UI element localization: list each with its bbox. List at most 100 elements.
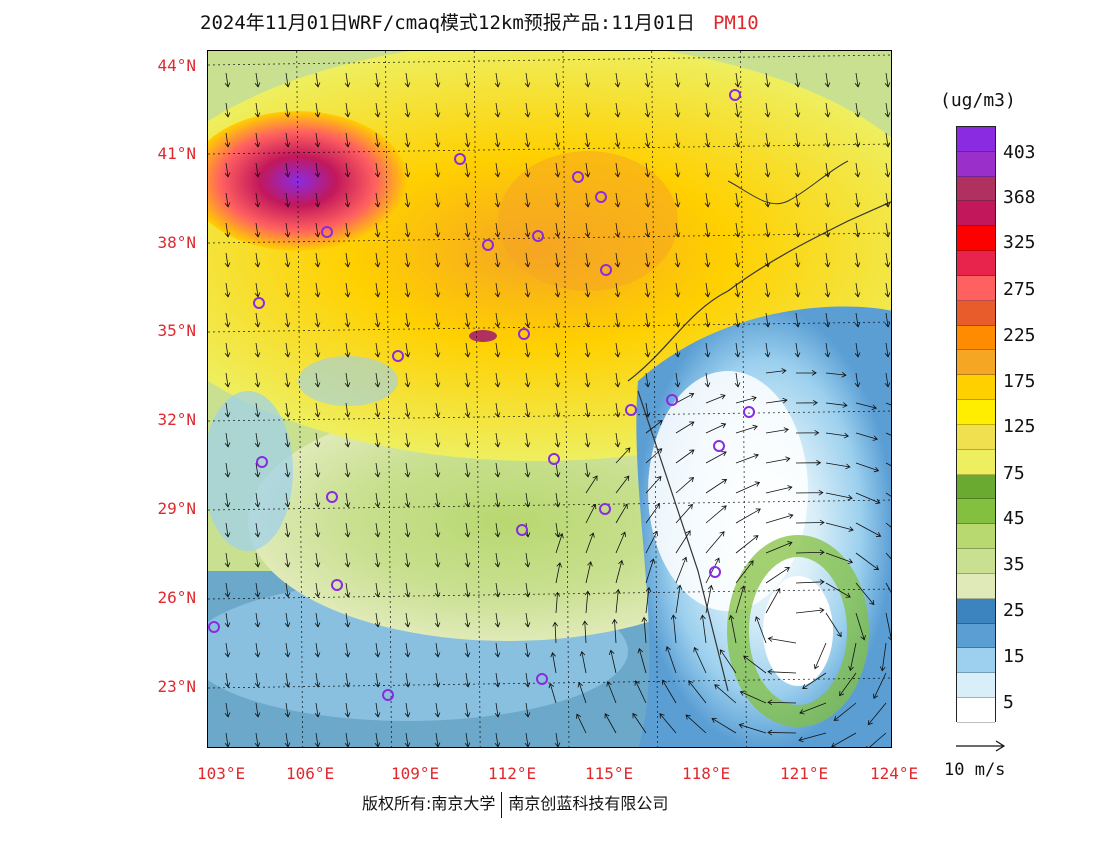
wind-arrow	[314, 462, 321, 478]
meridian-line	[562, 51, 570, 747]
wind-arrow	[714, 684, 737, 704]
wind-arrow	[374, 642, 381, 658]
wind-arrow	[735, 481, 761, 494]
wind-arrow	[254, 672, 261, 688]
wind-arrow	[584, 372, 591, 388]
wind-arrow	[494, 162, 501, 178]
lat-label: 44°N	[157, 56, 196, 75]
wind-arrow	[254, 612, 261, 628]
wind-arrow	[344, 222, 351, 238]
wind-arrow	[284, 612, 291, 628]
wind-arrow	[344, 162, 351, 178]
wind-arrow	[464, 192, 471, 208]
wind-arrow	[825, 522, 854, 532]
wind-arrow	[524, 402, 531, 418]
wind-arrow	[735, 560, 754, 584]
wind-arrow	[224, 312, 231, 328]
wind-arrow	[765, 397, 788, 404]
wind-arrow	[344, 132, 351, 148]
wind-arrow	[675, 503, 693, 524]
wind-arrow	[554, 462, 561, 478]
wind-arrow	[765, 485, 793, 494]
wind-arrow	[494, 102, 501, 118]
wind-arrow	[344, 492, 351, 508]
wind-arrow	[795, 400, 818, 406]
wind-arrow	[585, 561, 593, 584]
wind-arrow	[314, 492, 321, 508]
wind-arrow	[765, 513, 794, 524]
legend-level-label: 15	[1003, 646, 1025, 667]
wind-arrow	[314, 522, 321, 538]
wind-arrow	[884, 222, 891, 238]
wind-arrow	[314, 282, 321, 298]
wind-arrow	[224, 732, 231, 747]
wind-arrow	[314, 162, 321, 178]
wind-arrow	[735, 585, 746, 614]
wind-arrow	[404, 432, 411, 448]
wind-arrow	[705, 394, 726, 404]
wind-arrow	[374, 132, 381, 148]
wind-arrow	[824, 342, 831, 358]
wind-arrow	[374, 72, 381, 88]
wind-arrow	[404, 552, 411, 568]
wind-arrow	[344, 702, 351, 718]
wind-arrow	[464, 72, 471, 88]
wind-arrow	[802, 672, 827, 689]
wind-arrow	[884, 252, 891, 268]
wind-arrow	[576, 713, 587, 734]
wind-arrow	[494, 372, 501, 388]
color-legend	[956, 126, 996, 723]
wind-arrow	[552, 621, 559, 644]
wind-arrow	[764, 192, 771, 208]
wind-arrow	[404, 402, 411, 418]
wind-arrow	[254, 282, 261, 298]
wind-arrow	[344, 72, 351, 88]
wind-arrow	[866, 732, 887, 747]
wind-arrow	[374, 192, 381, 208]
wind-arrow	[284, 222, 291, 238]
wind-arrow	[674, 312, 681, 328]
wind-arrow	[644, 72, 651, 88]
wind-arrow	[434, 732, 441, 747]
station-marker	[518, 328, 530, 340]
wind-arrow	[644, 372, 651, 388]
wind-arrow	[494, 222, 501, 238]
wind-arrow	[765, 567, 790, 584]
wind-arrow	[734, 372, 741, 388]
wind-arrow	[704, 222, 711, 238]
wind-arrow	[670, 614, 677, 644]
wind-arrow	[644, 342, 651, 358]
wind-arrow	[705, 531, 725, 554]
wind-arrow	[554, 72, 561, 88]
wind-arrow	[704, 72, 711, 88]
wind-arrow	[464, 222, 471, 238]
wind-arrow	[794, 162, 801, 178]
wind-arrow	[825, 432, 850, 439]
wind-arrow	[464, 492, 471, 508]
wind-arrow	[641, 616, 648, 644]
wind-arrow	[344, 192, 351, 208]
wind-arrow	[855, 582, 875, 606]
legend-swatch	[957, 151, 995, 177]
wind-arrow	[464, 402, 471, 418]
wind-arrow	[254, 492, 261, 508]
wind-arrow	[604, 713, 617, 734]
wind-arrow	[794, 192, 801, 208]
title-variable: PM10	[712, 12, 759, 34]
wind-arrow	[644, 162, 651, 178]
wind-arrow	[795, 549, 825, 556]
wind-arrow	[404, 672, 411, 688]
wind-arrow	[615, 475, 630, 494]
wind-arrow	[554, 492, 561, 508]
wind-arrow	[839, 672, 857, 697]
wind-arrow	[374, 282, 381, 298]
wind-arrow	[795, 489, 824, 496]
wind-arrow	[705, 505, 727, 524]
wind-arrow	[700, 614, 707, 644]
legend-level-label: 75	[1003, 463, 1025, 484]
wind-arrow	[524, 582, 531, 598]
wind-arrow	[524, 102, 531, 118]
wind-reference-label: 10 m/s	[944, 760, 1006, 780]
title-text: 2024年11月01日WRF/cmaq模式12km预报产品:11月01日	[200, 12, 695, 34]
legend-level-label: 175	[1003, 371, 1036, 392]
